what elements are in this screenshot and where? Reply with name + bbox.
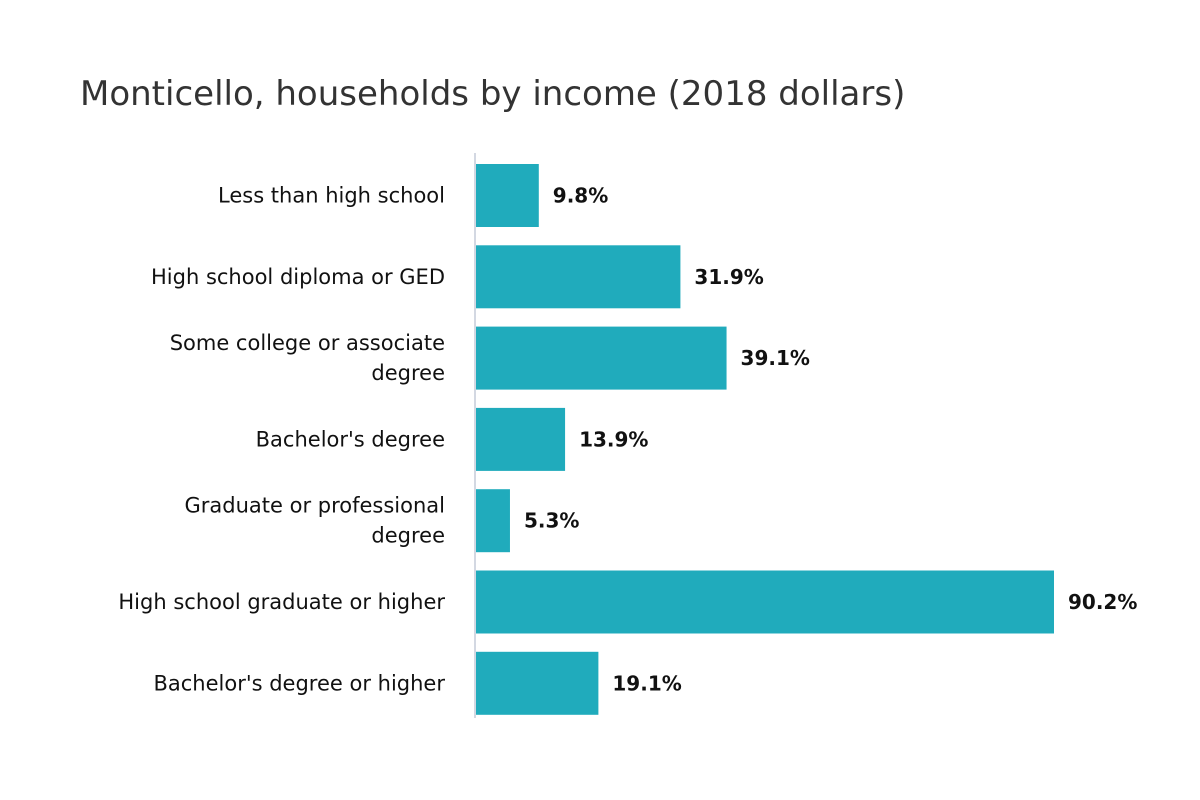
bar	[476, 570, 1054, 634]
value-label: 13.9%	[579, 427, 648, 451]
bar	[476, 326, 727, 390]
bar	[476, 489, 510, 553]
category-label: Some college or associate	[170, 331, 445, 355]
value-label: 5.3%	[524, 509, 579, 533]
value-label: 31.9%	[694, 265, 763, 289]
bar	[476, 164, 539, 227]
bar	[476, 245, 681, 309]
bar	[476, 407, 566, 471]
value-label: 90.2%	[1068, 590, 1137, 614]
category-label: degree	[371, 524, 445, 548]
category-label: Bachelor's degree or higher	[153, 671, 445, 695]
value-label: 19.1%	[612, 671, 681, 695]
category-label: degree	[371, 361, 445, 385]
category-label: High school diploma or GED	[151, 265, 445, 289]
chart-title: Monticello, households by income (2018 d…	[80, 74, 906, 114]
category-label: Bachelor's degree	[256, 427, 445, 451]
category-label: High school graduate or higher	[118, 590, 445, 614]
value-label: 9.8%	[553, 184, 608, 208]
bar	[476, 651, 599, 715]
category-label: Graduate or professional	[184, 494, 445, 518]
category-label: Less than high school	[218, 184, 445, 208]
value-label: 39.1%	[741, 346, 810, 370]
